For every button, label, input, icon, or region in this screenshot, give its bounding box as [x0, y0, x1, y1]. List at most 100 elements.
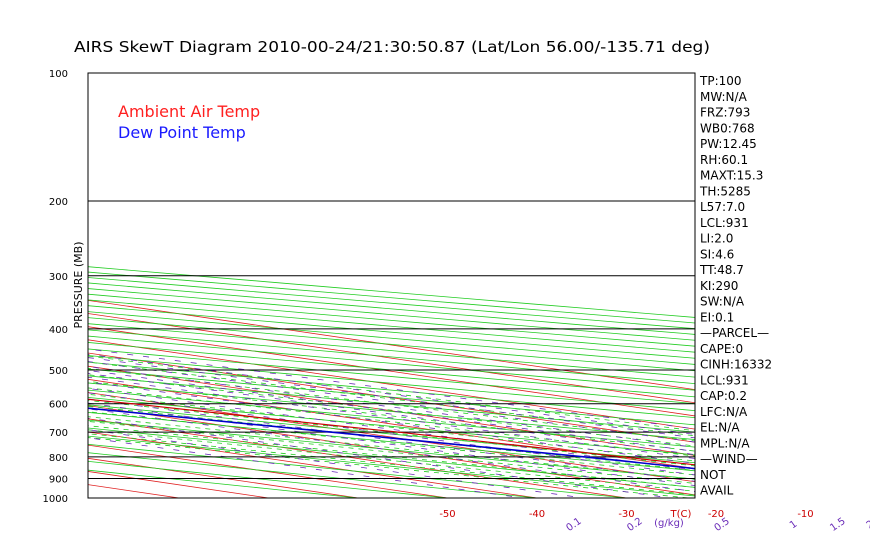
moist-adiabat-line	[88, 433, 695, 496]
pressure-tick-label: 400	[49, 325, 68, 336]
bottom-temp-tick-label: -10	[797, 509, 813, 520]
mixing-ratio-unit-label: (g/kg)	[654, 518, 684, 529]
stat-line: FRZ:793	[700, 106, 750, 120]
dew-point-temp-point	[331, 431, 333, 434]
moist-adiabat-line	[88, 355, 695, 432]
ambient-air-temp-point	[820, 478, 822, 480]
bottom-temp-tick-label: -20	[708, 509, 724, 520]
stat-line: TH:5285	[699, 184, 751, 198]
stat-line: MPL:N/A	[700, 436, 750, 450]
stat-line: —PARCEL—	[700, 326, 769, 340]
ambient-air-temp-point	[398, 431, 400, 434]
legend-dew-point-temp: Dew Point Temp	[118, 123, 246, 142]
mixing-ratio-line	[88, 437, 527, 498]
stat-line: EI:0.1	[700, 310, 734, 324]
moist-adiabat-line	[88, 429, 695, 492]
chart-title: AIRS SkewT Diagram 2010-00-24/21:30:50.8…	[74, 38, 710, 56]
dry-adiabat-line	[88, 342, 695, 398]
dew-point-temp-point	[41, 403, 43, 405]
stat-line: PW:12.45	[700, 137, 757, 151]
moist-adiabat-line	[88, 425, 695, 488]
isotherm-line	[88, 431, 540, 498]
dry-adiabat-line	[88, 469, 362, 498]
stat-line: CAP:0.2	[700, 389, 747, 403]
pressure-tick-label: 800	[49, 453, 68, 464]
stat-line: —WIND—	[700, 452, 758, 466]
stat-line: MAXT:15.3	[700, 169, 763, 183]
dry-adiabat-line	[88, 361, 695, 419]
stat-line: KI:290	[700, 279, 738, 293]
stat-line: RH:60.1	[700, 153, 748, 167]
stat-line: SW:N/A	[700, 295, 745, 309]
stat-line: EL:N/A	[700, 421, 740, 435]
dry-adiabat-line	[88, 389, 695, 448]
grid-layer	[0, 64, 695, 507]
dry-adiabat-line	[88, 355, 695, 412]
stat-line: AVAIL	[700, 484, 734, 498]
moist-adiabat-line	[88, 387, 695, 457]
moist-adiabat-line	[88, 367, 695, 442]
legend-ambient-air-temp: Ambient Air Temp	[118, 102, 260, 121]
pressure-tick-label: 900	[49, 475, 68, 486]
dry-adiabat-line	[88, 348, 695, 405]
isotherm-line	[88, 418, 630, 498]
dry-adiabat-line	[88, 460, 452, 498]
bottom-temp-unit-label: T(C)	[670, 509, 692, 520]
stat-line: TT:48.7	[699, 263, 744, 277]
pressure-tick-label: 100	[49, 69, 68, 80]
bottom-temp-tick-label: -50	[439, 509, 455, 520]
dew-point-temp-point	[783, 478, 785, 480]
dry-adiabat-line	[88, 375, 695, 433]
pressure-tick-label: 200	[49, 197, 68, 208]
isotherm-line	[88, 378, 695, 469]
stat-line: CINH:16332	[700, 358, 772, 372]
dry-adiabat-line	[88, 443, 631, 498]
mixing-ratio-line	[88, 429, 587, 498]
stat-line: WB0:768	[700, 121, 755, 135]
dew-point-temp-point	[460, 444, 463, 446]
dew-point-temp-point	[688, 467, 690, 469]
isotherm-line	[0, 64, 61, 507]
stat-line: LI:2.0	[700, 232, 733, 246]
ambient-air-temp-point	[512, 444, 515, 446]
dry-adiabat-line	[88, 419, 695, 480]
pressure-tick-label: 300	[49, 272, 68, 283]
mixing-ratio-label: 1	[788, 519, 800, 532]
bottom-temp-tick-label: -40	[529, 509, 545, 520]
isotherm-line	[88, 405, 695, 496]
stat-line: LCL:931	[700, 373, 749, 387]
stat-line: LFC:N/A	[700, 405, 748, 419]
ambient-air-temp-point	[131, 402, 133, 405]
plot-frame	[87, 72, 696, 499]
stat-line: SI:4.6	[700, 247, 734, 261]
mixing-ratio-label: 1.5	[828, 516, 847, 534]
dry-adiabat-line	[88, 452, 542, 498]
mixing-ratio-line	[88, 408, 695, 492]
stat-line: MW:N/A	[700, 90, 748, 104]
stat-line: CAPE:0	[700, 342, 743, 356]
stat-line: NOT	[700, 468, 726, 482]
pressure-tick-label: 700	[49, 428, 68, 439]
moist-adiabat-line	[88, 393, 695, 462]
mixing-ratio-line	[88, 417, 674, 498]
ambient-air-temp-point	[266, 417, 269, 420]
mixing-ratio-label: 2	[865, 519, 870, 532]
dew-point-temp-point	[582, 456, 585, 458]
dry-adiabat-line	[88, 382, 695, 440]
pressure-tick-label: 600	[49, 400, 68, 411]
dew-point-temp-point	[193, 417, 195, 420]
pressure-tick-label: 1000	[43, 494, 68, 505]
stat-line: L57:7.0	[700, 200, 745, 214]
ambient-air-temp-point	[621, 456, 623, 458]
mixing-ratio-label: 0.1	[564, 516, 583, 534]
stat-line: LCL:931	[700, 216, 749, 230]
pressure-tick-label: 500	[49, 366, 68, 377]
bottom-temp-tick-label: -30	[618, 509, 634, 520]
profile-layer	[41, 398, 822, 480]
y-axis-label: PRESSURE (MB)	[72, 242, 85, 329]
stat-line: TP:100	[699, 74, 742, 88]
isotherm-line	[88, 392, 695, 483]
